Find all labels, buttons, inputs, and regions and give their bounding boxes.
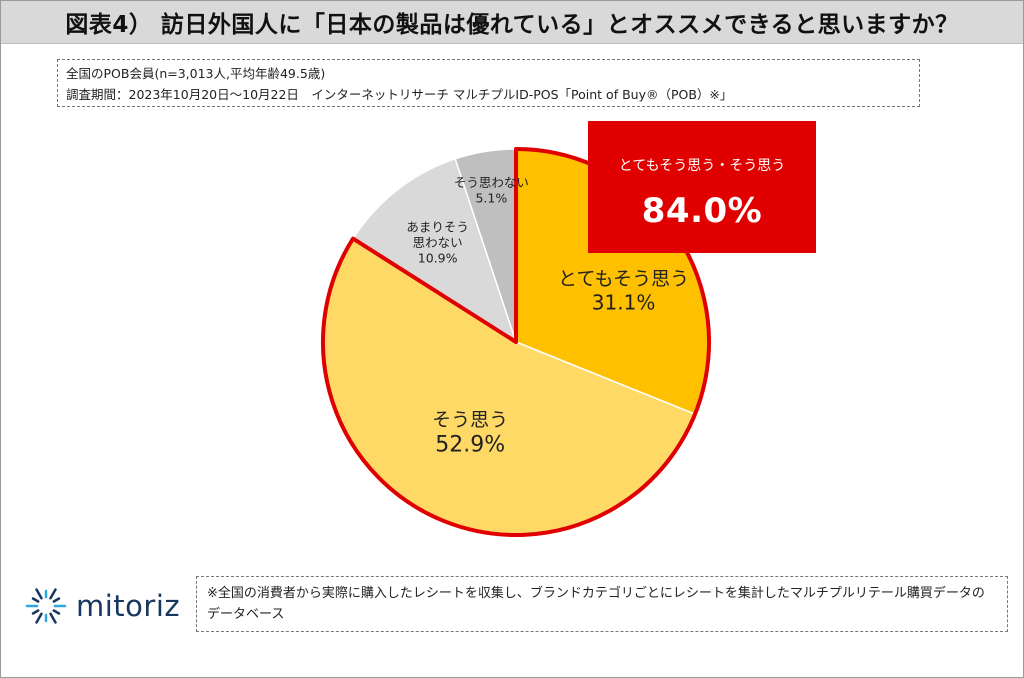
slice-label-3-line-0: そう思わない [454,175,529,190]
slice-label-1-line-0: そう思う [432,409,508,431]
footnote-box: ※全国の消費者から実際に購入したレシートを収集し、ブランドカテゴリごとにレシート… [196,576,1008,632]
burst-ray [31,597,40,603]
pie-slice-2 [352,157,518,344]
burst-ray [35,612,43,624]
mitoriz-logo: mitoriz [24,584,189,628]
burst-ray [52,597,61,603]
burst-ray [35,588,43,600]
burst-ray [49,588,57,600]
footnote-text: ※全国の消費者から実際に購入したレシートを収集し、ブランドカテゴリごとにレシート… [207,586,985,622]
survey-sample-text: 全国のPOB会員(n=3,013人,平均年齢49.5歳) [66,66,326,81]
title-bar: 図表4） 訪日外国人に「日本の製品は優れている」とオススメできると思いますか？ [1,1,1023,44]
slice-label-2-line-1: 思わない [413,235,463,250]
burst-ray [49,612,57,624]
figure-title: 図表4） 訪日外国人に「日本の製品は優れている」とオススメできると思いますか？ [65,12,959,38]
slice-value-3: 5.1% [475,191,507,206]
survey-period-text: 調査期間：2023年10月20日～10月22日 インターネットリサーチ マルチプ… [66,87,733,102]
burst-ray [31,609,40,615]
mitoriz-burst-icon [25,588,67,624]
slice-label-0-line-0: とてもそう思う [558,268,689,290]
logo-wordmark: mitoriz [76,589,181,623]
slice-value-1: 52.9% [435,432,505,457]
slice-value-0: 31.1% [592,291,656,315]
slice-label-2-line-0: あまりそう [406,219,469,234]
summary-callout: とてもそう思う・そう思う 84.0% [588,121,816,253]
summary-callout-label: とてもそう思う・そう思う [618,158,786,174]
survey-info-box: 全国のPOB会員(n=3,013人,平均年齢49.5歳) 調査期間：2023年1… [57,59,920,107]
slice-value-2: 10.9% [418,251,458,266]
summary-callout-value: 84.0% [641,191,763,231]
burst-ray [52,609,61,615]
